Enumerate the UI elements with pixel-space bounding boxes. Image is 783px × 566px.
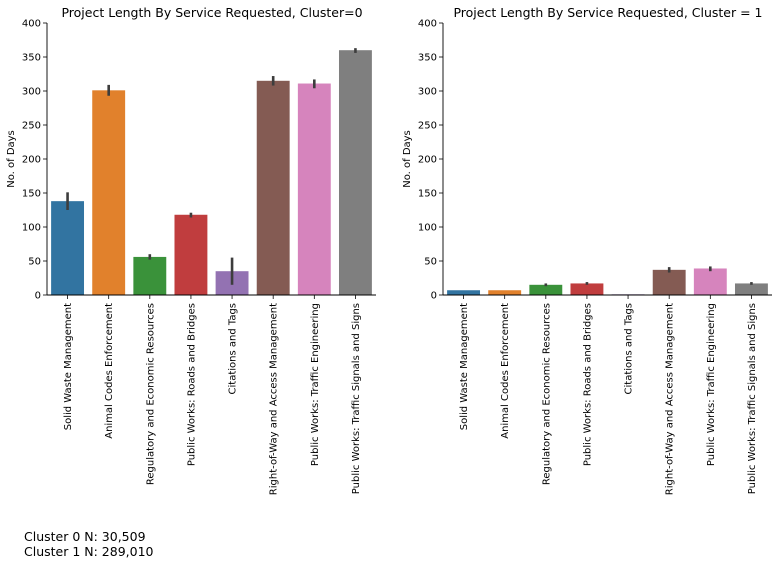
bar xyxy=(51,201,85,295)
y-tick-label: 400 xyxy=(418,19,437,30)
x-tick-label: Regulatory and Economic Resources xyxy=(145,303,156,485)
y-axis-label: No. of Days xyxy=(6,130,17,188)
x-tick-label: Solid Waste Management xyxy=(459,303,470,430)
x-tick-label: Public Works: Traffic Engineering xyxy=(310,303,321,466)
y-tick-label: 250 xyxy=(418,121,437,132)
y-tick-label: 400 xyxy=(22,19,41,30)
x-tick-label: Public Works: Traffic Engineering xyxy=(706,303,717,466)
y-tick-label: 150 xyxy=(22,189,41,200)
y-tick-label: 0 xyxy=(35,291,41,302)
bar xyxy=(92,90,126,295)
chart-panel-0: Project Length By Service Requested, Clu… xyxy=(6,5,376,495)
bar xyxy=(297,83,331,296)
y-tick-label: 300 xyxy=(22,87,41,98)
x-tick-label: Public Works: Traffic Signals and Signs xyxy=(351,303,362,494)
bar xyxy=(734,283,768,295)
x-tick-label: Public Works: Traffic Signals and Signs xyxy=(747,303,758,494)
y-tick-label: 50 xyxy=(424,257,437,268)
bar xyxy=(652,269,686,295)
y-tick-label: 100 xyxy=(418,223,437,234)
cluster0-count-note: Cluster 0 N: 30,509 xyxy=(24,529,146,544)
y-tick-label: 350 xyxy=(22,53,41,64)
x-tick-label: Animal Codes Enforcement xyxy=(500,303,511,439)
y-axis-label: No. of Days xyxy=(402,130,413,188)
bar xyxy=(338,50,372,296)
bar xyxy=(447,290,481,295)
bar xyxy=(693,268,727,295)
y-tick-label: 200 xyxy=(22,155,41,166)
x-tick-label: Citations and Tags xyxy=(228,303,239,394)
bar xyxy=(174,214,208,295)
x-tick-label: Right-of-Way and Access Management xyxy=(665,303,676,495)
x-tick-label: Citations and Tags xyxy=(624,303,635,394)
bar xyxy=(133,256,167,295)
y-tick-label: 150 xyxy=(418,189,437,200)
x-tick-label: Regulatory and Economic Resources xyxy=(541,303,552,485)
bar xyxy=(570,283,604,295)
x-tick-label: Solid Waste Management xyxy=(63,303,74,430)
y-tick-label: 200 xyxy=(418,155,437,166)
x-tick-label: Right-of-Way and Access Management xyxy=(269,303,280,495)
bar xyxy=(488,290,522,295)
chart-title: Project Length By Service Requested, Clu… xyxy=(453,5,762,20)
chart-title: Project Length By Service Requested, Clu… xyxy=(61,5,362,20)
bar xyxy=(256,80,290,295)
y-tick-label: 50 xyxy=(28,257,41,268)
bar xyxy=(529,284,563,295)
x-tick-label: Animal Codes Enforcement xyxy=(104,303,115,439)
y-tick-label: 300 xyxy=(418,87,437,98)
chart-panel-1: Project Length By Service Requested, Clu… xyxy=(402,5,772,495)
y-tick-label: 0 xyxy=(431,291,437,302)
y-tick-label: 250 xyxy=(22,121,41,132)
x-tick-label: Public Works: Roads and Bridges xyxy=(582,303,593,466)
cluster1-count-note: Cluster 1 N: 289,010 xyxy=(24,544,154,559)
y-tick-label: 350 xyxy=(418,53,437,64)
x-tick-label: Public Works: Roads and Bridges xyxy=(186,303,197,466)
y-tick-label: 100 xyxy=(22,223,41,234)
